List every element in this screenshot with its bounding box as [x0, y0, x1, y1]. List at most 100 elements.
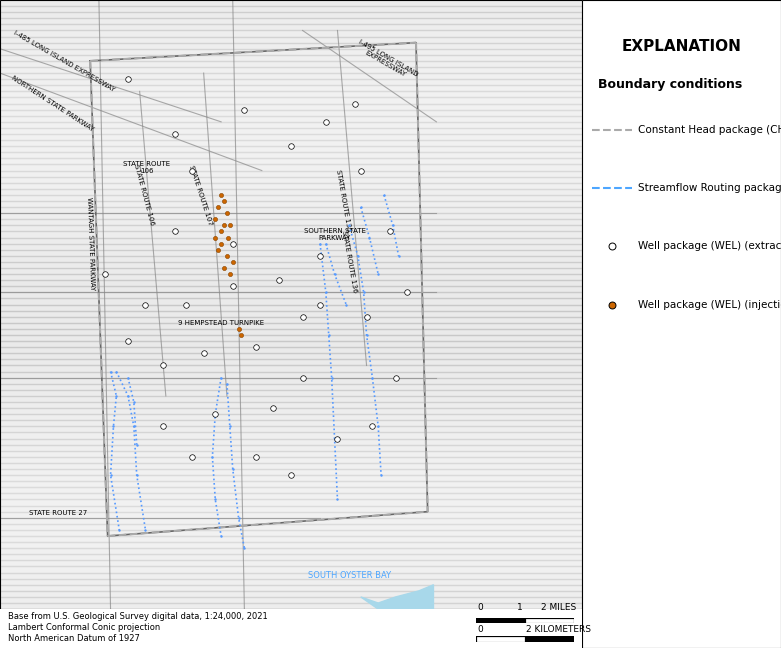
Bar: [0, 238, 582, 244]
Bar: [0, 36, 582, 43]
Bar: [0, 6, 582, 12]
Text: Well package (WEL) (extraction): Well package (WEL) (extraction): [637, 241, 781, 251]
Bar: [0, 347, 582, 353]
Polygon shape: [361, 584, 433, 609]
Bar: [0, 542, 582, 548]
Bar: [0, 329, 582, 335]
Bar: [0, 310, 582, 317]
Bar: [0, 469, 582, 475]
Text: Well package (WEL) (injection): Well package (WEL) (injection): [637, 299, 781, 310]
Bar: [0, 353, 582, 360]
Text: Lambert Conformal Conic projection: Lambert Conformal Conic projection: [8, 623, 160, 632]
Bar: [0, 414, 582, 421]
Bar: [0, 30, 582, 36]
Bar: [0, 128, 582, 134]
Bar: [0, 530, 582, 536]
Bar: [0, 365, 582, 371]
Bar: [0, 305, 582, 310]
Bar: [0, 86, 582, 91]
Bar: [0, 512, 582, 518]
Bar: [0, 12, 582, 18]
Bar: [0, 97, 582, 104]
Bar: [0, 134, 582, 140]
Bar: [0, 79, 582, 86]
Text: 9 HEMPSTEAD TURNPIKE: 9 HEMPSTEAD TURNPIKE: [178, 320, 264, 326]
Bar: [0, 18, 582, 25]
Bar: [0, 505, 582, 512]
Bar: [0, 341, 582, 347]
Text: I-495 LONG ISLAND
EXPRESSWAY: I-495 LONG ISLAND EXPRESSWAY: [355, 38, 419, 84]
Text: I-485 LONG ISLAND EXPRESSWAY: I-485 LONG ISLAND EXPRESSWAY: [12, 29, 116, 93]
Bar: [0, 286, 582, 292]
Text: 0: 0: [477, 603, 483, 612]
Bar: [0, 91, 582, 97]
Bar: [0, 402, 582, 408]
Bar: [0, 25, 582, 30]
Text: 1: 1: [516, 603, 522, 612]
Bar: [0, 43, 582, 49]
Bar: [0, 360, 582, 365]
Bar: [0, 481, 582, 487]
Text: STATE ROUTE 135: STATE ROUTE 135: [335, 170, 351, 233]
Bar: [0, 493, 582, 500]
Text: STATE ROUTE 136: STATE ROUTE 136: [341, 231, 358, 294]
Bar: [0, 548, 582, 554]
Bar: [0, 475, 582, 481]
Bar: [0, 280, 582, 286]
Text: NORTHERN STATE PARKWAY: NORTHERN STATE PARKWAY: [10, 75, 95, 132]
Bar: [0, 207, 582, 213]
Bar: [476, 636, 525, 642]
Bar: [0, 110, 582, 116]
Bar: [0, 524, 582, 530]
Bar: [0, 177, 582, 183]
Bar: [0, 61, 582, 67]
Text: EXPLANATION: EXPLANATION: [622, 39, 741, 54]
Bar: [0, 249, 582, 256]
Bar: [0, 451, 582, 457]
Bar: [0, 183, 582, 189]
Bar: [0, 226, 582, 231]
Text: 2 KILOMETERS: 2 KILOMETERS: [526, 625, 591, 634]
Text: STATE ROUTE
106: STATE ROUTE 106: [123, 161, 170, 174]
Text: SOUTHERN STATE
PARKWAY: SOUTHERN STATE PARKWAY: [304, 228, 366, 241]
Bar: [0, 292, 582, 299]
Bar: [0, 201, 582, 207]
Bar: [0, 152, 582, 158]
Text: STATE ROUTE 107: STATE ROUTE 107: [188, 164, 213, 226]
Bar: [0, 439, 582, 445]
Bar: [0, 390, 582, 396]
Bar: [0, 256, 582, 262]
Bar: [0, 579, 582, 584]
Bar: [0, 219, 582, 226]
Text: North American Datum of 1927: North American Datum of 1927: [8, 634, 140, 643]
Text: Base from U.S. Geological Survey digital data, 1:24,000, 2021: Base from U.S. Geological Survey digital…: [8, 612, 268, 621]
Bar: [0, 274, 582, 280]
Bar: [0, 73, 582, 79]
Text: STATE ROUTE 106: STATE ROUTE 106: [133, 164, 155, 226]
Bar: [0, 67, 582, 73]
Bar: [0, 0, 582, 6]
Bar: [0, 561, 582, 566]
Bar: [0, 213, 582, 219]
Text: Streamflow Routing package (SFR): Streamflow Routing package (SFR): [637, 183, 781, 193]
Bar: [0, 317, 582, 323]
Bar: [0, 116, 582, 122]
Bar: [0, 170, 582, 177]
Bar: [0, 597, 582, 603]
Text: 0: 0: [477, 625, 483, 634]
Text: 2 MILES: 2 MILES: [540, 603, 576, 612]
Bar: [0, 426, 582, 432]
Bar: [0, 518, 582, 524]
Bar: [0, 432, 582, 439]
Bar: [0, 554, 582, 561]
Bar: [0, 231, 582, 238]
Bar: [0, 487, 582, 493]
Bar: [0, 165, 582, 170]
Bar: [0, 421, 582, 426]
Bar: [0, 268, 582, 274]
Bar: [0, 323, 582, 329]
Bar: [0, 55, 582, 61]
Text: SOUTH OYSTER BAY: SOUTH OYSTER BAY: [308, 571, 390, 580]
Bar: [0, 189, 582, 195]
Bar: [0, 396, 582, 402]
